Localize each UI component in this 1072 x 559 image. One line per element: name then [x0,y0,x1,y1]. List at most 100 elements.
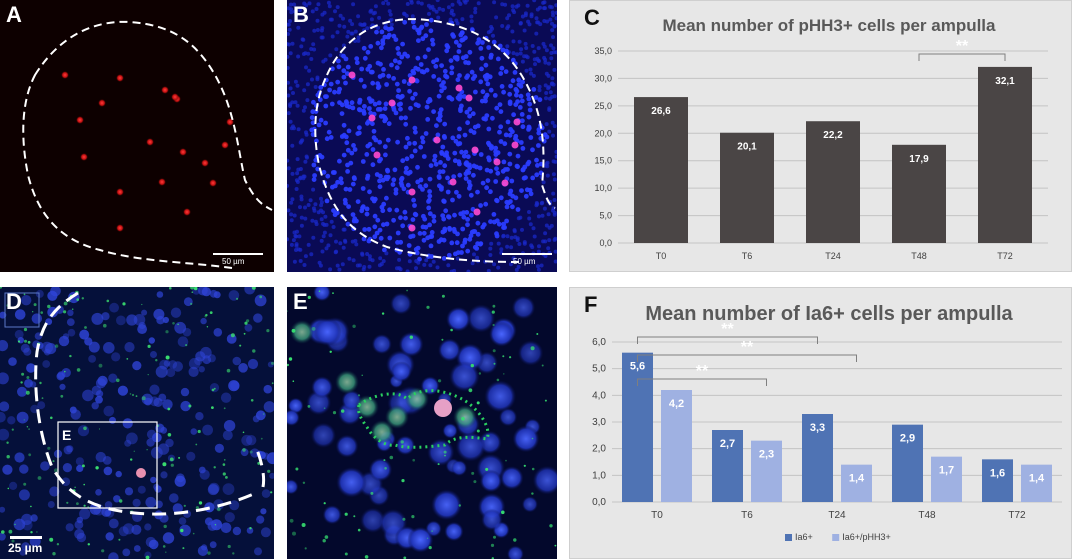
dapi-nucleus [436,239,442,244]
dapi-nucleus [552,198,557,202]
dapi-nucleus [384,0,389,3]
dapi-nucleus [292,126,296,131]
dapi-nucleus [384,82,389,87]
dapi-nucleus [444,521,464,542]
dapi-nucleus [427,98,433,103]
ia6-signal [63,310,67,314]
dapi-nucleus [465,248,471,254]
dapi-nucleus [547,106,552,111]
dapi-nucleus [377,139,383,145]
dapi-nucleus [479,98,485,104]
dapi-nucleus [336,467,367,498]
dapi-nucleus [287,42,290,46]
dapi-nucleus [463,149,469,155]
dapi-nucleus [62,463,72,473]
bar [1021,464,1052,502]
dapi-nucleus [263,384,273,394]
ia6-signal [226,368,231,373]
bar [802,414,833,502]
dapi-nucleus [111,352,121,362]
dapi-nucleus [414,266,418,271]
dapi-nucleus [397,257,402,262]
dapi-nucleus [318,85,324,90]
dapi-nucleus [435,132,441,138]
data-label: 2,3 [759,449,774,461]
dapi-nucleus [336,58,341,64]
dapi-nucleus [421,230,427,236]
dapi-nucleus [334,239,338,244]
dapi-nucleus [338,241,343,246]
ia6-signal [63,301,68,306]
ia6-signal [76,502,79,505]
dapi-nucleus [328,81,334,87]
dapi-nucleus [538,22,543,27]
dapi-nucleus [303,205,307,210]
dapi-nucleus [42,360,51,368]
dapi-nucleus [498,71,504,76]
ia6-signal [162,462,167,467]
dapi-nucleus [17,386,27,397]
dapi-nucleus [507,151,513,157]
dapi-nucleus [537,88,542,93]
ia6-signal [307,405,311,408]
dapi-nucleus [334,210,340,216]
dapi-nucleus [527,210,531,214]
dapi-nucleus [144,523,152,531]
dapi-nucleus [260,508,267,515]
ia6-positive-cell [290,320,314,344]
dapi-nucleus [343,186,349,192]
panel-a-scale-bar [213,253,263,255]
dapi-nucleus [494,231,499,237]
dapi-nucleus [288,104,293,108]
dapi-nucleus [336,89,342,95]
dapi-nucleus [122,548,131,557]
ia6-signal [301,523,306,527]
dapi-nucleus [381,222,386,228]
dapi-nucleus [287,6,291,11]
ia6-signal [198,501,203,505]
phh3-positive-cell [116,74,124,82]
ia6-signal [6,441,9,444]
dapi-nucleus [499,65,505,71]
dapi-nucleus [327,4,332,9]
dapi-nucleus [543,231,548,236]
dapi-nucleus [155,365,168,378]
ia6-signal [28,428,30,430]
dapi-nucleus [494,105,500,111]
dapi-nucleus [432,157,437,163]
dapi-nucleus [336,64,342,70]
dapi-nucleus [478,203,483,208]
dapi-nucleus [475,241,480,247]
dapi-nucleus [250,448,260,458]
dapi-nucleus [311,162,317,168]
dapi-nucleus [426,199,431,204]
dapi-nucleus [445,189,451,195]
ia6-signal [192,532,195,535]
dapi-nucleus [457,73,462,78]
inset-box-e [57,421,158,509]
ia6-signal [209,311,213,314]
ia6-signal [223,407,226,410]
dapi-nucleus [532,49,537,54]
dapi-nucleus [488,189,493,195]
dapi-nucleus [108,373,118,383]
dapi-nucleus [505,26,510,31]
ia6-signal [41,397,44,399]
dapi-nucleus [524,46,529,50]
ia6-signal [193,287,198,291]
dapi-nucleus [247,358,259,370]
dapi-nucleus [91,385,102,396]
dapi-nucleus [266,452,274,465]
dapi-nucleus [380,38,386,44]
dapi-nucleus [461,214,467,220]
dapi-nucleus [326,243,331,248]
dapi-nucleus [435,0,440,3]
dapi-nucleus [341,68,347,74]
ia6-signal [40,311,43,314]
ia6-signal [344,552,348,556]
ia6-signal [98,363,103,368]
dapi-nucleus [550,120,555,125]
dapi-nucleus [21,542,30,551]
dapi-nucleus [412,125,418,131]
ia6-signal [14,523,16,526]
